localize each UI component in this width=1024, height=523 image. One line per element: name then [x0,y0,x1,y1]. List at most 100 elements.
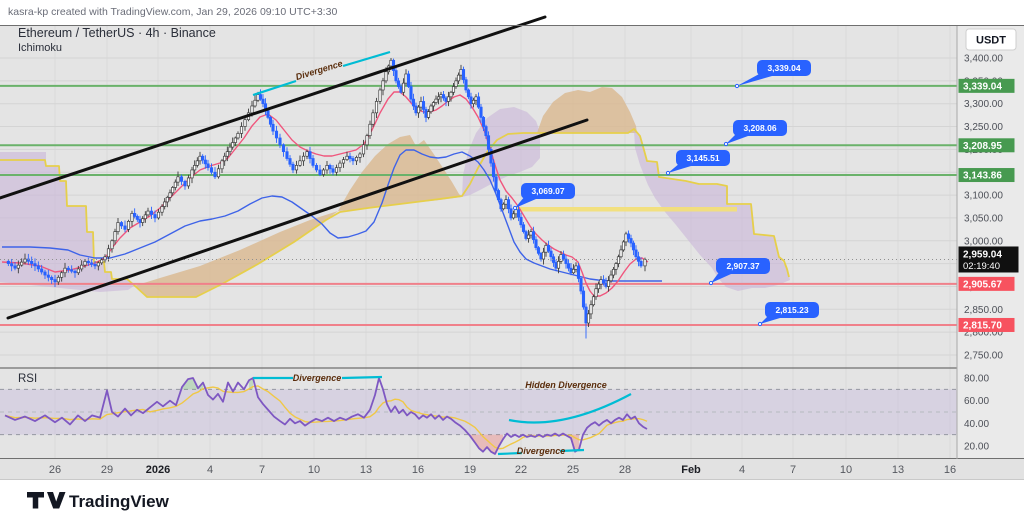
divergence-trendline[interactable] [342,50,391,68]
candle-body [461,69,466,81]
candle-body [554,262,558,269]
candle-body [534,239,538,248]
ichimoku-cloud-tan [338,135,462,211]
time-tick-label[interactable]: 16 [944,464,956,476]
candle-body [66,267,70,271]
candle-body [40,268,44,273]
black-channel-trendline[interactable] [6,118,589,320]
price-tick-label[interactable]: 2,750.00 [964,350,1003,361]
candle-body [419,101,423,108]
candle-body [629,238,633,244]
candle-body [476,96,481,108]
current-price-value: 2,959.04 [963,249,1002,260]
price-tag-value: 2,815.70 [963,320,1002,331]
time-tick-label[interactable]: 7 [259,464,265,476]
price-tick-label[interactable]: 2,850.00 [964,305,1003,316]
tradingview-logo[interactable]: TradingView [27,492,170,511]
candle-body [626,233,631,239]
candle-body [504,199,508,205]
price-scale-background[interactable] [957,26,1024,459]
price-tick-label[interactable]: 3,100.00 [964,191,1003,202]
candle-body [529,231,533,236]
black-channel-trendline[interactable] [0,15,547,200]
rsi-tick-label[interactable]: 20.00 [964,441,989,452]
time-tick-label[interactable]: 10 [308,464,320,476]
candle-body [374,101,379,114]
candle-body [416,106,421,114]
candle-body [271,123,275,132]
rsi-tick-label[interactable]: 80.00 [964,374,989,385]
time-tick-label[interactable]: 26 [49,464,61,476]
time-tick-label[interactable]: 13 [360,464,372,476]
time-tick-label[interactable]: Feb [681,464,701,476]
price-tick-label[interactable]: 2,800.00 [964,328,1003,339]
candle-body [361,144,366,155]
candle-body [168,192,172,198]
candle-body [314,165,319,171]
candle-body [459,69,463,76]
callout-anchor-dot [734,83,740,89]
time-tick-label[interactable]: 2026 [146,464,170,476]
price-tick-label[interactable]: 3,000.00 [964,236,1003,247]
candle-body [203,159,207,165]
time-tick-label[interactable]: 4 [739,464,745,476]
time-scale-background[interactable] [0,459,1024,480]
price-tick-label[interactable]: 3,050.00 [964,213,1003,224]
callout-box [716,258,770,274]
time-tick-label[interactable]: 22 [515,464,527,476]
candle-body [90,262,94,265]
candle-body [281,144,286,153]
currency-button[interactable]: USDT [965,28,1017,51]
time-tick-label[interactable]: 10 [840,464,852,476]
candle-body [73,270,77,274]
price-callout[interactable]: 3,145.51 [665,150,730,176]
price-callout[interactable]: 2,815.23 [757,302,819,327]
price-callout[interactable]: 3,339.04 [734,60,811,89]
indicator-label[interactable]: Ichimoku [18,42,62,54]
time-tick-label[interactable]: 4 [207,464,213,476]
candle-body [624,233,628,243]
time-tick-label[interactable]: 7 [790,464,796,476]
candle-body [278,137,282,146]
time-tick-label[interactable]: 19 [464,464,476,476]
rsi-divergence-line[interactable] [341,375,383,380]
price-callout[interactable]: 3,069.07 [512,183,575,211]
candle-body [258,94,263,100]
candle-body [110,240,114,250]
rsi-divergence-line[interactable] [559,448,585,453]
candle-body [308,151,312,159]
hidden-divergence-curve[interactable] [508,393,632,424]
time-tick-label[interactable]: 13 [892,464,904,476]
candle-body [123,225,127,230]
candle-body [106,248,111,258]
time-tick-label[interactable]: 16 [412,464,424,476]
candle-body [429,105,433,113]
candle-body [233,137,237,143]
rsi-pane-label[interactable]: RSI [18,373,37,385]
price-tick-label[interactable]: 3,400.00 [964,54,1003,65]
rsi-divergence-line[interactable] [497,451,523,456]
divergence-trendline[interactable] [252,79,297,97]
candle-body [305,151,309,157]
price-tick-label[interactable]: 3,300.00 [964,99,1003,110]
candle-body [621,241,626,251]
candle-body [454,80,458,87]
price-callout[interactable]: 3,208.06 [723,120,787,147]
candle-body [13,265,17,269]
ichimoku-line-layer [1,91,662,297]
rsi-tick-label[interactable]: 40.00 [964,419,989,430]
price-callout-layer: 3,339.04 3,208.06 3,145.51 3,069.07 2,907.37… [512,60,819,327]
candle-body [30,260,34,264]
price-callout[interactable]: 2,907.37 [708,258,770,286]
candle-body [486,135,491,150]
callout-box [521,183,575,199]
time-tick-label[interactable]: 28 [619,464,631,476]
time-tick-label[interactable]: 25 [567,464,579,476]
price-tick-label[interactable]: 3,250.00 [964,122,1003,133]
candle-body [411,98,416,107]
candle-body [449,91,453,98]
rsi-tick-label[interactable]: 60.00 [964,396,989,407]
time-tick-label[interactable]: 29 [101,464,113,476]
symbol-title[interactable]: Ethereum / TetherUS · 4h · Binance [18,26,216,40]
